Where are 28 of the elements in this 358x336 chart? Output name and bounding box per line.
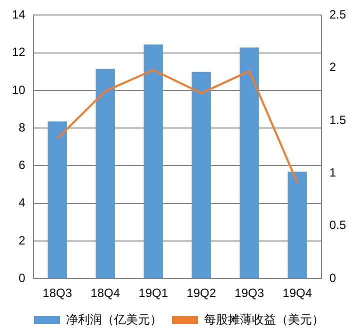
- y2-tick-label: 0.5: [329, 218, 346, 232]
- y-tick-label: 2: [18, 233, 26, 248]
- bar: [192, 72, 211, 278]
- x-tick-label: 19Q3: [234, 286, 264, 300]
- y-tick-label: 12: [12, 45, 26, 60]
- x-tick-label: 18Q4: [90, 286, 120, 300]
- legend-label: 每股摊薄收益（美元）: [204, 312, 324, 326]
- y-tick-label: 6: [18, 158, 26, 172]
- bar: [288, 172, 307, 278]
- y-tick-label: 14: [12, 8, 26, 22]
- x-tick-label: 19Q1: [138, 286, 168, 300]
- bar: [240, 48, 259, 278]
- y2-tick-label: 2: [329, 60, 336, 74]
- bar: [48, 121, 67, 278]
- y2-tick-label: 1: [329, 166, 336, 180]
- x-tick-label: 19Q4: [282, 286, 312, 300]
- y-tick-label: 4: [18, 196, 26, 210]
- y-tick-label: 8: [18, 120, 26, 134]
- x-tick-label: 18Q3: [42, 286, 72, 300]
- y2-tick-label: 0: [329, 270, 336, 285]
- y-tick-label: 0: [18, 270, 26, 285]
- bar: [144, 44, 163, 278]
- y2-tick-label: 1.5: [329, 112, 346, 127]
- y2-tick-label: 2.5: [329, 8, 346, 22]
- y-tick-label: 10: [12, 82, 26, 97]
- x-tick-label: 19Q2: [186, 286, 216, 300]
- bar: [96, 68, 115, 278]
- legend-label: 净利润（亿美元）: [66, 312, 162, 326]
